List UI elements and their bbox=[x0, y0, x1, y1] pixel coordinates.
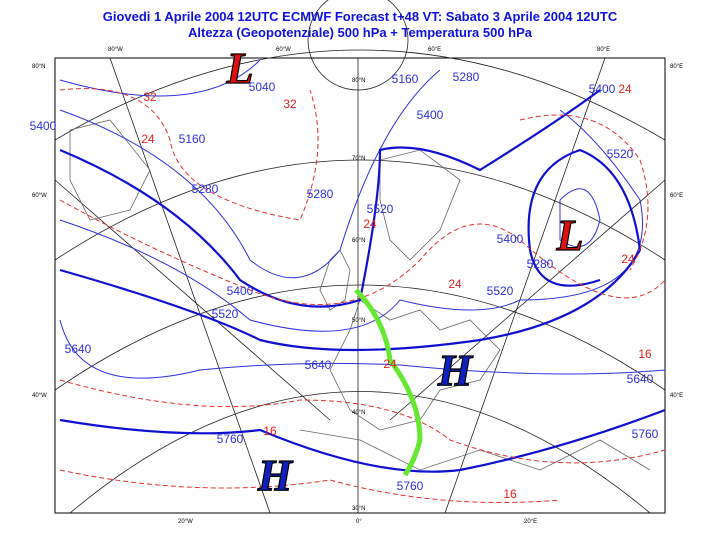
lon-label: 20°E bbox=[524, 519, 537, 525]
geopotential-label: 5520 bbox=[487, 284, 514, 298]
subtitle: Altezza (Geopotenziale) 500 hPa + Temper… bbox=[188, 25, 533, 40]
temperature-label: 24 bbox=[621, 252, 635, 266]
geopotential-label: 5520 bbox=[212, 307, 239, 321]
lat-label: 40°W bbox=[32, 393, 47, 399]
geopotential-label: 5280 bbox=[527, 257, 554, 271]
lat-label: 40°N bbox=[352, 410, 365, 416]
lon-label: 60°W bbox=[276, 47, 291, 53]
lon-label: 80°E bbox=[597, 47, 610, 53]
geopotential-label: 5160 bbox=[179, 132, 206, 146]
lat-label: 60°W bbox=[32, 193, 47, 199]
geopotential-label: 5760 bbox=[632, 427, 659, 441]
geopotential-label: 5520 bbox=[367, 202, 394, 216]
temperature-label: 32 bbox=[143, 90, 157, 104]
pressure-center: L bbox=[226, 44, 254, 93]
geopotential-label: 5400 bbox=[497, 232, 524, 246]
geopotential-label: 5640 bbox=[305, 358, 332, 372]
lon-label: 20°W bbox=[178, 519, 193, 525]
geopotential-label: 5400 bbox=[227, 284, 254, 298]
geopotential-label: 5520 bbox=[607, 147, 634, 161]
lat-label: 60°N bbox=[352, 238, 365, 244]
title: Giovedi 1 Aprile 2004 12UTC ECMWF Foreca… bbox=[103, 9, 618, 24]
temperature-label: 24 bbox=[618, 82, 632, 96]
temperature-label: 24 bbox=[141, 132, 155, 146]
lat-label: 80°N bbox=[32, 64, 45, 70]
front-line bbox=[354, 288, 423, 477]
lon-label: 0° bbox=[356, 519, 362, 525]
lat-label: 30°N bbox=[352, 506, 365, 512]
geopotential-label: 5040 bbox=[249, 80, 276, 94]
geopotential-contours bbox=[59, 59, 666, 473]
pressure-center: L bbox=[556, 211, 584, 260]
geopotential-label: 5400 bbox=[417, 108, 444, 122]
lat-label: 50°N bbox=[352, 318, 365, 324]
lat-label: 80°N bbox=[352, 78, 365, 84]
geopotential-label: 5280 bbox=[192, 182, 219, 196]
geopotential-label: 5400 bbox=[30, 119, 57, 133]
temperature-label: 16 bbox=[638, 347, 652, 361]
temperature-label: 32 bbox=[283, 97, 297, 111]
temperature-label: 16 bbox=[503, 487, 517, 501]
geopotential-label: 5280 bbox=[453, 70, 480, 84]
lat-label: 70°N bbox=[352, 156, 365, 162]
geopotential-label: 5640 bbox=[65, 342, 92, 356]
pressure-center: H bbox=[257, 451, 294, 500]
lat-label: 60°E bbox=[670, 193, 683, 199]
lat-label: 80°E bbox=[670, 64, 683, 70]
geopotential-label: 5640 bbox=[627, 372, 654, 386]
geopotential-label: 5400 bbox=[589, 82, 616, 96]
temperature-contours bbox=[59, 88, 666, 503]
geopotential-label: 5760 bbox=[397, 479, 424, 493]
geopotential-label: 5280 bbox=[307, 187, 334, 201]
lon-label: 60°E bbox=[428, 47, 441, 53]
geopotential-label: 5760 bbox=[217, 432, 244, 446]
temperature-label: 24 bbox=[363, 217, 377, 231]
lon-label: 80°W bbox=[108, 47, 123, 53]
temperature-label: 16 bbox=[263, 424, 277, 438]
temperature-label: 24 bbox=[448, 277, 462, 291]
geopotential-label: 5160 bbox=[392, 72, 419, 86]
pressure-center: H bbox=[437, 346, 474, 395]
temperature-label: 24 bbox=[383, 357, 397, 371]
lat-label: 40°E bbox=[670, 393, 683, 399]
